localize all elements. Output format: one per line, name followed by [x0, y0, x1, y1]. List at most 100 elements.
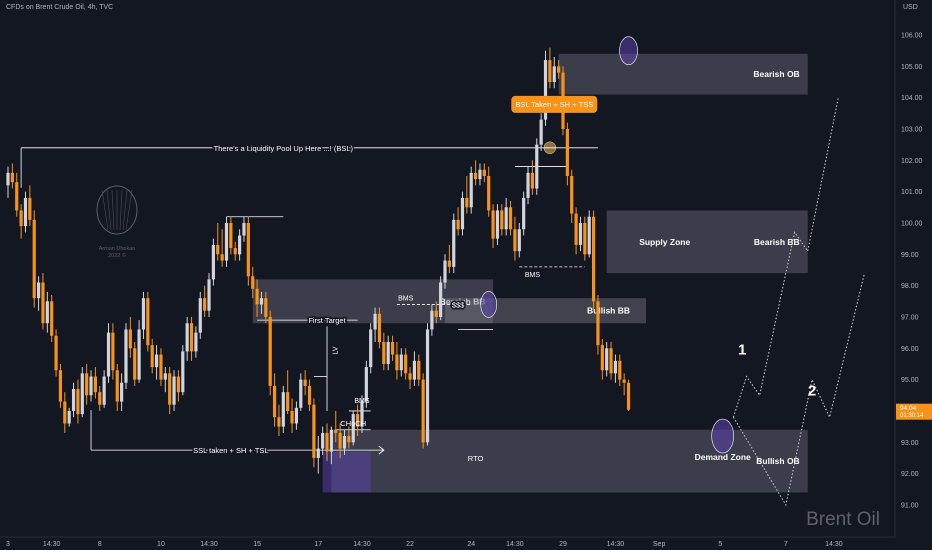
time-tick-label: 22 — [406, 541, 414, 548]
candle-body — [408, 373, 412, 380]
sweep-marker-box — [322, 451, 371, 493]
candle-body — [382, 342, 386, 364]
time-tick-label: 14:30 — [825, 541, 843, 548]
wave-label-1: 1 — [738, 342, 746, 359]
candle-body — [281, 392, 285, 427]
time-tick-label: 3 — [6, 541, 10, 548]
rto-marker-circle — [480, 291, 498, 318]
candle-body — [15, 182, 19, 211]
candle-body — [85, 373, 89, 396]
candle-body — [286, 392, 290, 411]
time-tick-label: 7 — [784, 541, 788, 548]
candle-body — [399, 354, 403, 371]
candle-body — [430, 310, 434, 330]
candle-body — [10, 172, 14, 183]
candle-body — [535, 144, 539, 189]
candle-body — [168, 373, 172, 405]
candle-body — [369, 329, 373, 368]
candle-body — [294, 407, 299, 424]
zone-bearish-bb — [252, 279, 494, 324]
logo-mesh-line — [111, 189, 115, 231]
candle-body — [6, 172, 10, 186]
candle-body — [491, 210, 495, 239]
logo-outline-icon — [96, 185, 138, 235]
candle-body — [456, 219, 460, 230]
zone-label: Bearish BB — [440, 296, 486, 306]
candle-body — [128, 329, 132, 349]
candle-body — [272, 385, 277, 418]
candle-body — [303, 379, 307, 386]
candle-body — [67, 410, 71, 424]
candle-body — [307, 385, 312, 405]
candle-body — [185, 323, 189, 352]
candle-body — [224, 222, 229, 261]
candle-body — [146, 298, 150, 346]
logo-mesh-line — [125, 189, 133, 231]
price-tick-label: 104.00 — [901, 95, 923, 102]
candle-body — [600, 345, 604, 371]
candle-body — [548, 60, 552, 82]
candle-body — [207, 279, 211, 311]
zone-label: Bearish BB — [754, 237, 800, 247]
candle-body — [115, 370, 119, 402]
price-tick-label: 93.00 — [901, 440, 919, 447]
candle-body — [473, 172, 478, 180]
candle-body — [351, 414, 355, 443]
candle-body — [342, 436, 347, 449]
candle-body — [539, 119, 543, 145]
candle-body — [181, 351, 185, 393]
candle-body — [163, 373, 167, 380]
candle-body — [618, 360, 622, 380]
candle-body — [434, 310, 438, 317]
candle-body — [203, 298, 207, 311]
liquidity-sss-label: $$$ — [452, 300, 465, 309]
candle-body — [329, 429, 333, 452]
candle-body — [487, 175, 491, 211]
candle-body — [198, 298, 202, 333]
candle-body — [36, 282, 41, 299]
candle-body — [23, 197, 28, 227]
candle-body — [373, 313, 377, 330]
candle-body — [395, 354, 399, 371]
logo-text-2: 2022 © — [108, 252, 126, 259]
time-tick-label: 14:30 — [506, 541, 524, 548]
price-tick-label: 105.00 — [901, 64, 923, 71]
price-tick-label: 102.00 — [901, 158, 923, 165]
candle-body — [452, 219, 456, 267]
candle-body — [557, 66, 561, 73]
time-tick-label: 24 — [467, 541, 475, 548]
candle-body — [211, 244, 215, 280]
candle-body — [495, 210, 500, 239]
ssl-label: SSL taken + SH + TSL — [193, 446, 268, 455]
price-tick-label: 97.00 — [901, 314, 919, 321]
candle-body — [154, 354, 159, 368]
candle-body — [321, 432, 325, 449]
price-tick-label: 99.00 — [901, 252, 919, 259]
logo-mesh-line — [106, 189, 112, 231]
candle-body — [28, 197, 32, 220]
liquidity-label: There's a Liquidity Pool Up Here ...! (B… — [214, 144, 354, 153]
candle-body — [325, 432, 329, 452]
candle-body — [251, 276, 255, 289]
candle-body — [137, 329, 141, 380]
candle-body — [102, 376, 106, 405]
candle-body — [526, 172, 530, 198]
candle-body — [268, 316, 272, 386]
candle-body — [390, 342, 395, 355]
candle-body — [508, 207, 513, 230]
candle-body — [290, 410, 294, 424]
candle-body — [111, 332, 115, 371]
candle-body — [120, 382, 124, 402]
candle-body — [465, 197, 469, 208]
candle-body — [347, 436, 351, 443]
logo-text-1: Arman Dhokan — [99, 246, 136, 252]
candle-body — [124, 329, 128, 383]
candle-body — [141, 298, 146, 330]
zone-bullish-bb — [445, 298, 647, 324]
candle-body — [460, 197, 465, 230]
bms-label-3: BMS — [525, 272, 541, 279]
candle-body — [63, 401, 67, 424]
candle-body — [176, 376, 181, 393]
candle-body — [596, 301, 600, 346]
